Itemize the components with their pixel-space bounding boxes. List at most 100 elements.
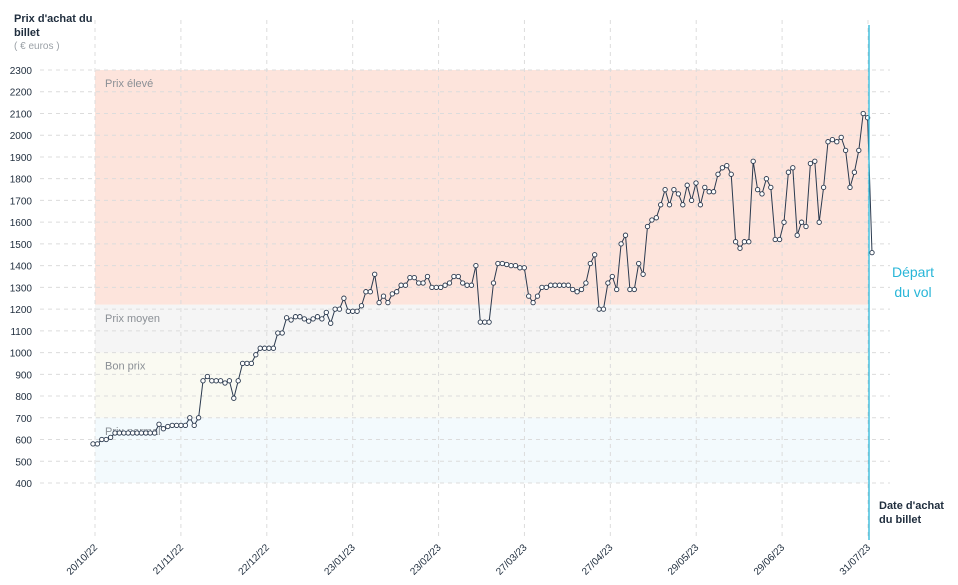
y-tick-label: 2200	[10, 88, 33, 99]
data-point	[592, 252, 598, 258]
data-point	[283, 315, 290, 321]
band-2	[95, 352, 868, 418]
data-point	[248, 360, 255, 367]
y-tick-label: 1700	[10, 196, 33, 207]
data-point	[323, 309, 329, 316]
data-point	[816, 219, 822, 225]
data-point	[442, 282, 448, 288]
data-point	[851, 169, 858, 175]
y-tick-label: 1400	[10, 262, 33, 273]
data-point	[759, 191, 765, 197]
data-point	[776, 236, 783, 243]
data-point	[222, 380, 228, 386]
data-point	[741, 239, 748, 245]
data-point	[807, 160, 814, 167]
data-point	[605, 280, 611, 286]
data-point	[856, 147, 862, 154]
x-tick-label: 22/12/22	[237, 542, 273, 578]
y-tick-label: 2000	[10, 131, 33, 142]
data-point	[319, 316, 325, 322]
data-point	[737, 245, 743, 251]
data-point	[578, 286, 585, 293]
data-point	[178, 422, 184, 429]
data-point	[565, 282, 571, 288]
data-point	[794, 232, 800, 238]
y-axis-unit: ( € euros )	[14, 41, 60, 52]
data-point	[486, 319, 492, 325]
data-point	[517, 265, 523, 271]
data-point	[653, 215, 659, 221]
data-point	[151, 430, 158, 436]
data-point	[530, 299, 536, 306]
data-point	[631, 286, 637, 293]
band-label: Prix élevé	[105, 78, 153, 90]
data-point	[719, 165, 726, 171]
data-point	[781, 219, 787, 225]
data-point	[812, 158, 818, 164]
data-point	[257, 345, 263, 351]
data-point	[460, 280, 466, 286]
data-point	[147, 430, 153, 436]
data-point	[358, 303, 365, 309]
data-point	[732, 239, 739, 245]
data-point	[231, 395, 237, 401]
x-tick-label: 29/05/23	[666, 542, 702, 578]
data-point	[407, 274, 413, 281]
data-point	[261, 345, 268, 351]
y-tick-label: 600	[15, 436, 32, 447]
data-point	[609, 273, 615, 280]
data-point	[825, 139, 831, 145]
y-tick-label: 1100	[10, 327, 32, 338]
data-point	[156, 421, 162, 427]
data-point	[482, 319, 488, 325]
data-point	[499, 260, 505, 267]
y-axis-ticks: 400 500 600 700 800 900 1000 1100 1200 1300 1400 15…	[10, 66, 33, 490]
data-point	[574, 289, 580, 295]
data-point	[125, 430, 131, 436]
y-tick-label: 500	[15, 457, 32, 468]
data-point	[345, 308, 351, 314]
data-point	[394, 289, 400, 295]
data-point	[526, 293, 532, 299]
data-point	[385, 299, 391, 306]
data-point	[173, 422, 180, 429]
data-point	[754, 186, 761, 193]
y-tick-label: 2300	[10, 66, 33, 77]
data-point	[143, 430, 149, 436]
data-point	[596, 306, 602, 312]
band-label: Prix moyen	[105, 313, 160, 325]
data-point	[266, 345, 272, 351]
data-point	[94, 441, 101, 447]
data-point	[239, 360, 246, 367]
data-point	[226, 378, 233, 384]
data-point	[790, 165, 796, 171]
data-point	[244, 360, 250, 367]
data-point	[772, 236, 778, 243]
data-point	[658, 202, 664, 208]
data-point	[187, 415, 193, 421]
data-point	[477, 319, 483, 325]
data-point	[768, 184, 774, 191]
data-point	[314, 314, 321, 320]
y-tick-label: 900	[15, 370, 32, 381]
price-series	[90, 110, 875, 447]
y-tick-label: 400	[15, 479, 32, 490]
data-point	[724, 162, 730, 169]
y-tick-label: 700	[15, 414, 32, 425]
data-point	[270, 345, 277, 351]
data-point	[666, 202, 673, 208]
data-point	[200, 378, 206, 384]
data-point	[380, 293, 387, 299]
y-tick-label: 1600	[10, 218, 33, 229]
data-point	[798, 219, 805, 225]
data-point	[508, 262, 514, 269]
data-point	[838, 134, 844, 141]
data-point	[543, 284, 549, 291]
data-point	[675, 191, 682, 197]
x-tick-label: 29/06/23	[752, 542, 788, 578]
data-point	[763, 176, 770, 182]
data-point	[490, 280, 497, 286]
data-point	[279, 330, 285, 336]
band-3	[95, 417, 868, 483]
data-point	[297, 314, 303, 320]
